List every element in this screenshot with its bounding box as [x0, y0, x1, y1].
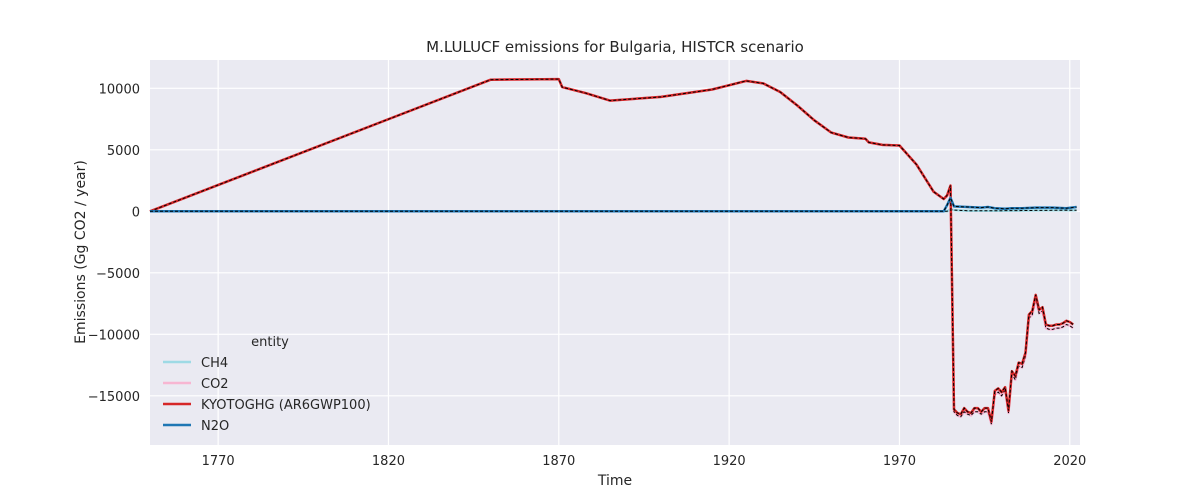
x-tick-label: 1820 [372, 454, 405, 469]
y-tick-label: 5000 [107, 144, 140, 159]
chart-title: M.LULUCF emissions for Bulgaria, HISTCR … [426, 38, 804, 56]
legend-label-kyotoghg-ar6gwp100: KYOTOGHG (AR6GWP100) [201, 398, 371, 413]
series-dashed-overlay-kyotoghg-ar6gwp100 [149, 78, 1074, 422]
x-axis-label: Time [597, 473, 632, 489]
y-tick-label: 10000 [99, 82, 140, 97]
ticks: 1770 1820 1870 1920 1970 2020 −15000 −10000 −500… [88, 82, 1087, 469]
legend-label-co2: CO2 [201, 377, 229, 392]
legend-title: entity [251, 335, 289, 350]
plot-background [150, 60, 1080, 445]
x-tick-label: 1970 [883, 454, 916, 469]
y-tick-label: −10000 [88, 328, 140, 343]
legend-label-n2o: N2O [201, 419, 229, 434]
y-tick-label: −15000 [88, 390, 140, 405]
legend: entity CH4 CO2 KYOTOGHG (AR6GWP100) N2O [163, 335, 371, 434]
x-tick-label: 2020 [1053, 454, 1086, 469]
x-tick-label: 1920 [713, 454, 746, 469]
y-tick-label: −5000 [96, 267, 140, 282]
x-tick-label: 1770 [202, 454, 235, 469]
series-layer [149, 77, 1077, 426]
series-dashed-overlay-n2o [150, 196, 1077, 212]
x-tick-label: 1870 [542, 454, 575, 469]
y-tick-label: 0 [132, 205, 140, 220]
legend-label-ch4: CH4 [201, 356, 228, 371]
y-axis-label: Emissions (Gg CO2 / year) [73, 160, 89, 344]
